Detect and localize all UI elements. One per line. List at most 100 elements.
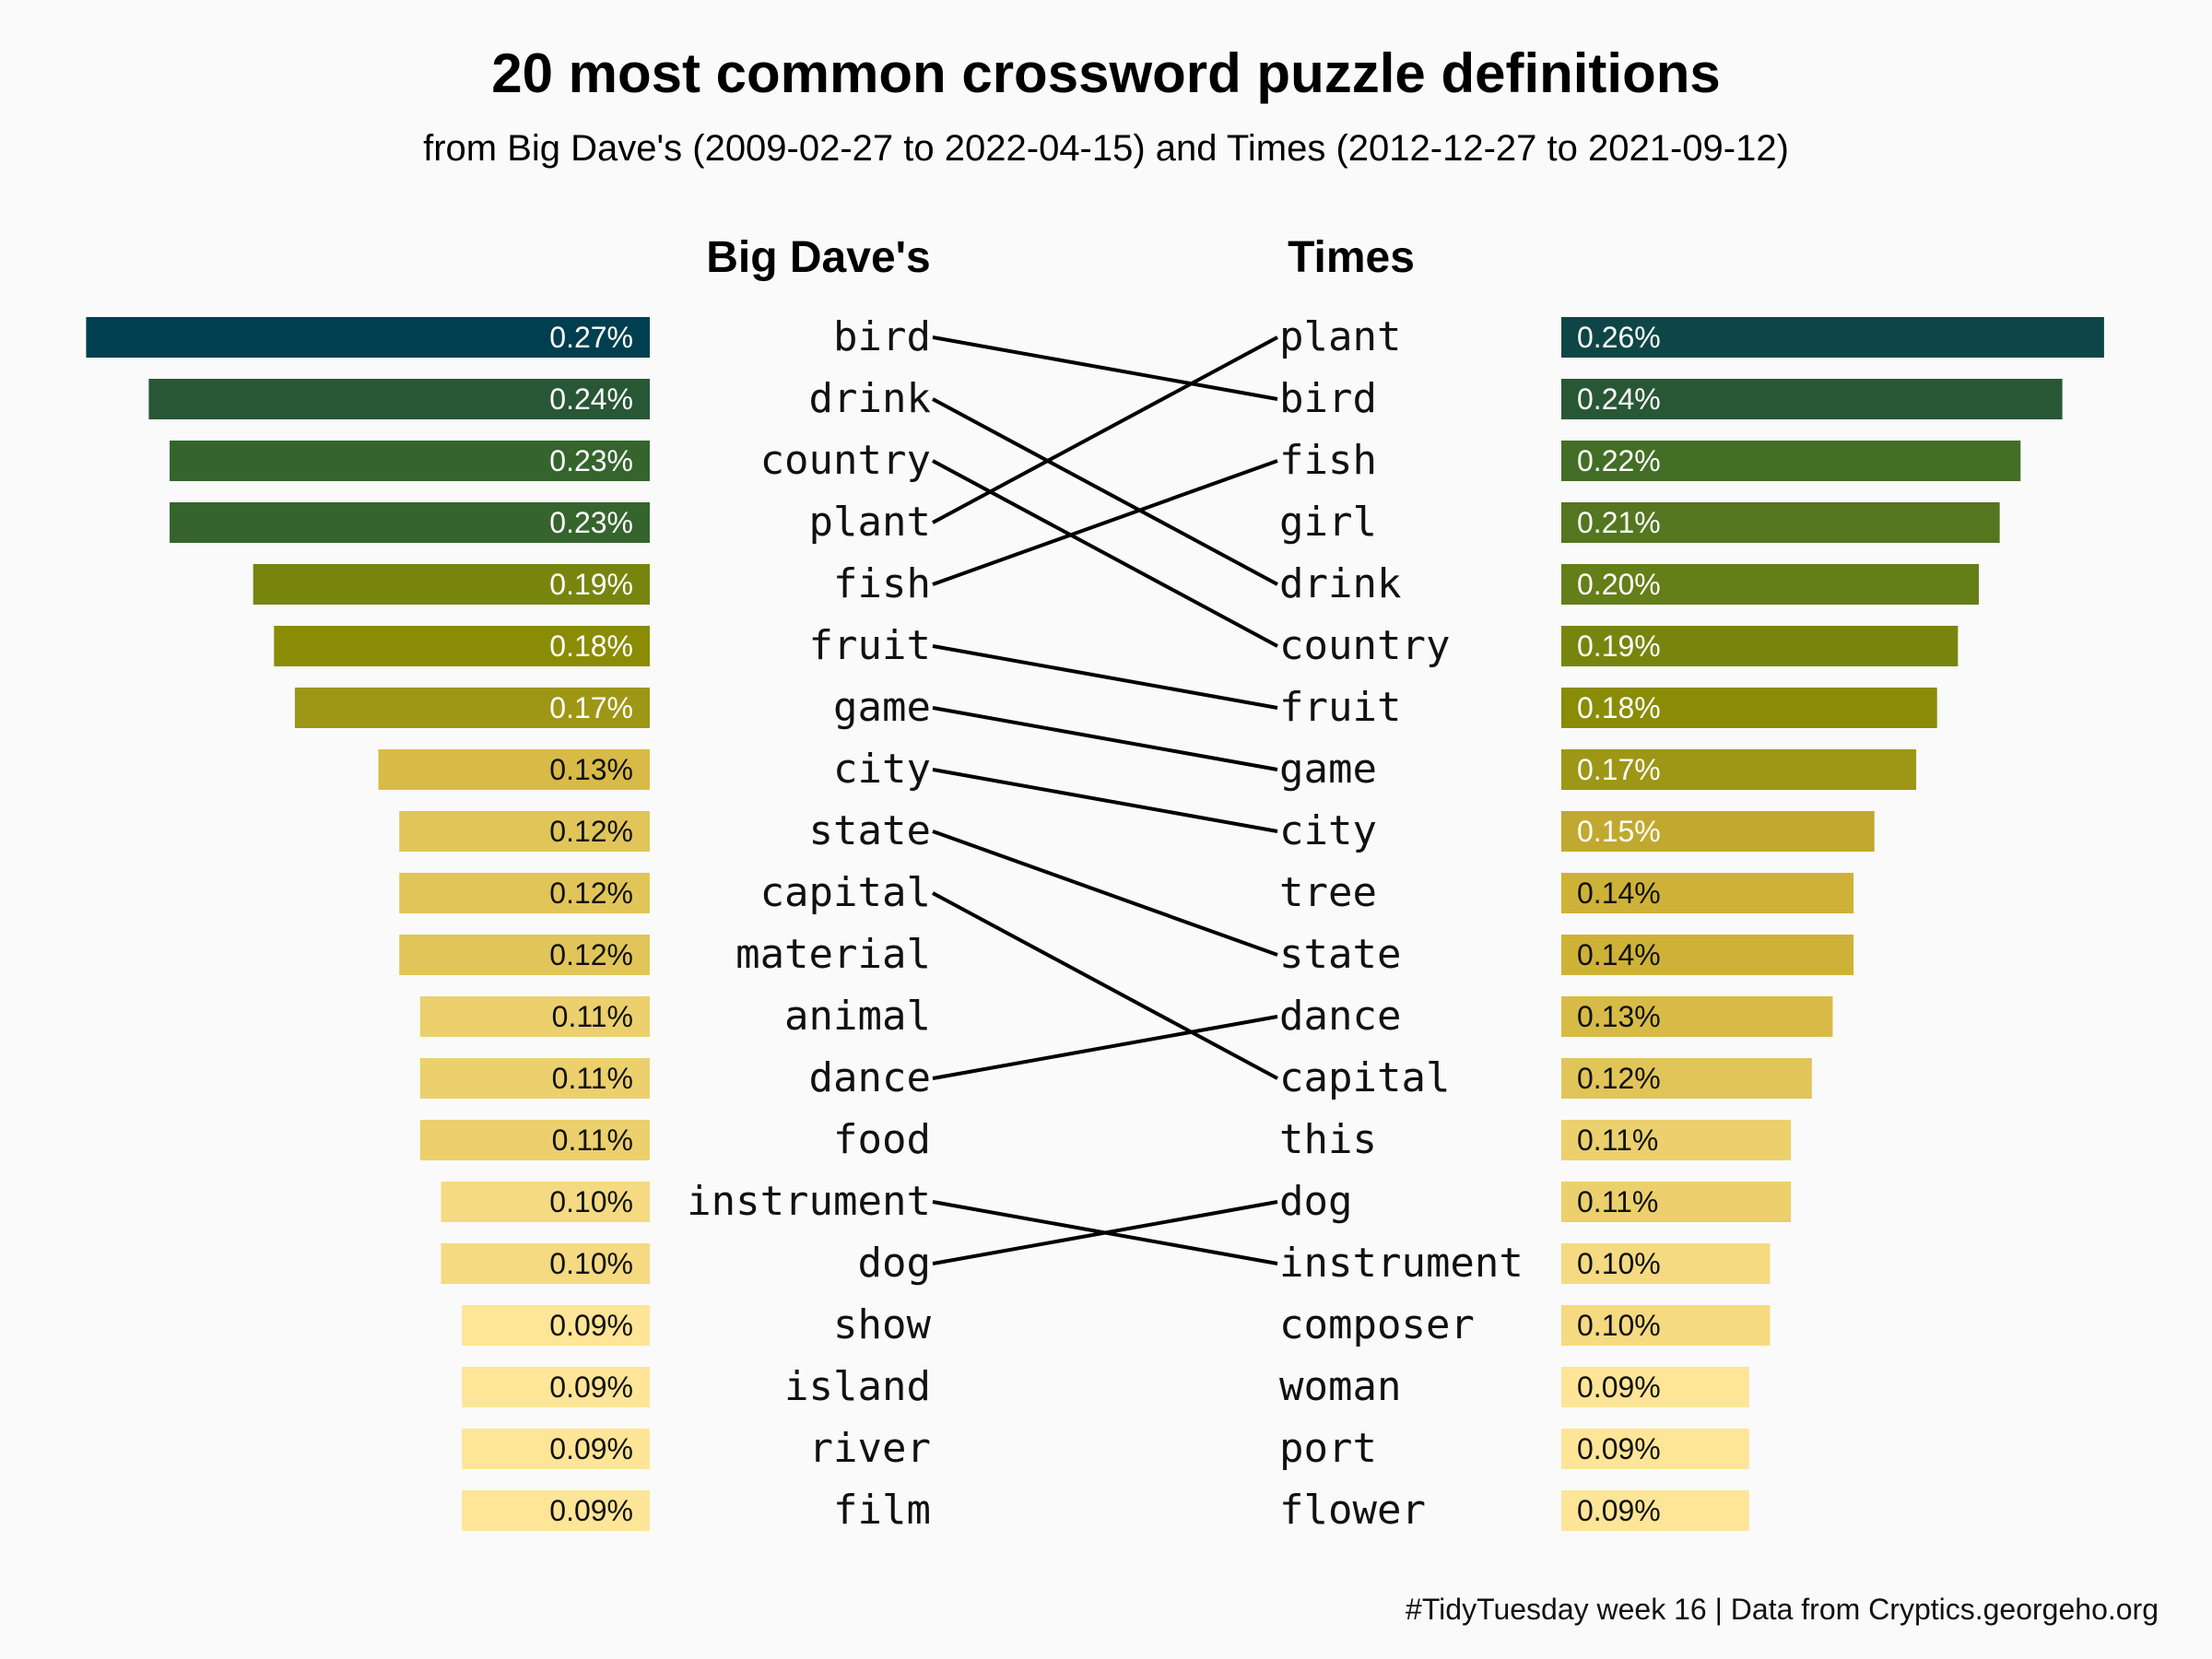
left-word-label: food <box>833 1116 931 1163</box>
right-bar-tree <box>1561 873 1854 913</box>
right-bar-flower <box>1561 1490 1749 1531</box>
left-word-label: animal <box>784 993 931 1040</box>
link-dog <box>932 1200 1278 1265</box>
right-bar-woman <box>1561 1367 1749 1407</box>
right-bar-label: 0.09% <box>1577 1494 1661 1527</box>
left-bar-dance <box>419 1058 650 1099</box>
right-word-label: state <box>1279 931 1401 978</box>
right-bar-this <box>1561 1120 1792 1160</box>
left-bar-label: 0.23% <box>549 444 633 477</box>
right-bar-label: 0.09% <box>1577 1432 1661 1465</box>
right-bar-label: 0.21% <box>1577 506 1661 539</box>
left-word-label: country <box>760 437 931 484</box>
right-bar-dog <box>1561 1182 1792 1222</box>
left-word-label: plant <box>809 499 931 546</box>
link-capital <box>932 891 1278 1080</box>
right-bar-girl <box>1561 502 2000 543</box>
left-word-label: dance <box>809 1054 931 1101</box>
left-bar-fish <box>253 564 650 605</box>
caption: #TidyTuesday week 16 | Data from Cryptic… <box>1406 1593 2159 1626</box>
left-bar-label: 0.17% <box>549 691 633 724</box>
left-word-label: film <box>833 1487 931 1534</box>
right-word-label: city <box>1279 807 1377 854</box>
right-word-label: composer <box>1279 1301 1475 1348</box>
right-word-label: this <box>1279 1116 1377 1163</box>
left-word-label: island <box>784 1363 931 1410</box>
left-bar-capital <box>399 873 650 913</box>
right-word-label: fruit <box>1279 684 1401 731</box>
right-bar-label: 0.19% <box>1577 629 1661 663</box>
left-word-label: dog <box>858 1240 931 1287</box>
left-bar-film <box>462 1490 650 1531</box>
left-bar-game <box>294 688 650 728</box>
left-bar-label: 0.18% <box>549 629 633 663</box>
left-bar-plant <box>170 502 651 543</box>
right-word-label: drink <box>1279 560 1401 607</box>
right-bar-city <box>1561 811 1875 852</box>
right-bar-fruit <box>1561 688 1937 728</box>
left-word-label: game <box>833 684 931 731</box>
left-bar-label: 0.12% <box>549 815 633 848</box>
left-word-label: show <box>833 1301 931 1348</box>
left-bar-instrument <box>441 1182 650 1222</box>
left-word-label: river <box>809 1425 931 1472</box>
right-bar-label: 0.14% <box>1577 877 1661 910</box>
right-bar-instrument <box>1561 1243 1771 1284</box>
left-bar-animal <box>419 996 650 1037</box>
right-bar-country <box>1561 626 1959 666</box>
right-word-label: capital <box>1279 1054 1450 1101</box>
link-plant <box>932 335 1278 524</box>
right-bar-label: 0.26% <box>1577 321 1661 354</box>
left-bar-label: 0.11% <box>552 1124 633 1157</box>
right-word-label: port <box>1279 1425 1377 1472</box>
link-bird <box>932 335 1278 401</box>
left-word-label: fruit <box>809 622 931 669</box>
left-bar-material <box>399 935 650 975</box>
right-word-label: instrument <box>1279 1240 1524 1287</box>
left-bar-label: 0.12% <box>549 938 633 971</box>
right-bar-label: 0.15% <box>1577 815 1661 848</box>
right-bar-plant <box>1561 317 2104 358</box>
left-word-label: capital <box>760 869 931 916</box>
left-bar-label: 0.24% <box>549 382 633 416</box>
chart-title: 20 most common crossword puzzle definiti… <box>491 42 1721 104</box>
left-bar-state <box>399 811 650 852</box>
right-bar-label: 0.24% <box>1577 382 1661 416</box>
right-word-label: bird <box>1279 375 1377 422</box>
connector-lines <box>932 335 1278 1265</box>
right-bar-label: 0.12% <box>1577 1062 1661 1095</box>
link-fruit <box>932 644 1278 710</box>
right-bar-state <box>1561 935 1854 975</box>
left-bar-label: 0.09% <box>549 1432 633 1465</box>
right-word-label: girl <box>1279 499 1377 546</box>
right-bar-drink <box>1561 564 1979 605</box>
link-drink <box>932 397 1278 586</box>
left-word-label: fish <box>833 560 931 607</box>
right-bar-fish <box>1561 441 2021 481</box>
right-bar-label: 0.14% <box>1577 938 1661 971</box>
right-bar-label: 0.17% <box>1577 753 1661 786</box>
left-bar-food <box>419 1120 650 1160</box>
left-bar-label: 0.10% <box>549 1185 633 1218</box>
right-word-label: country <box>1279 622 1450 669</box>
right-bar-dance <box>1561 996 1833 1037</box>
link-dance <box>932 1015 1278 1080</box>
left-bar-show <box>462 1305 650 1346</box>
right-column-heading: Times <box>1288 233 1415 282</box>
right-bar-series: 0.26% plant 0.24% bird 0.22% fish 0.21% girl 0.2… <box>1279 313 2104 1534</box>
link-game <box>932 706 1278 771</box>
right-bar-label: 0.11% <box>1577 1185 1658 1218</box>
left-bar-label: 0.13% <box>549 753 633 786</box>
left-bar-drink <box>148 379 650 419</box>
link-country <box>932 459 1278 648</box>
left-bar-country <box>170 441 651 481</box>
right-word-label: woman <box>1279 1363 1401 1410</box>
right-word-label: game <box>1279 746 1377 793</box>
left-bar-series: 0.27% bird 0.24% drink 0.23% country 0.23% plan… <box>86 313 932 1534</box>
left-bar-label: 0.10% <box>549 1247 633 1280</box>
left-word-label: city <box>833 746 931 793</box>
left-bar-label: 0.09% <box>549 1309 633 1342</box>
right-bar-game <box>1561 749 1917 790</box>
right-word-label: plant <box>1279 313 1401 360</box>
